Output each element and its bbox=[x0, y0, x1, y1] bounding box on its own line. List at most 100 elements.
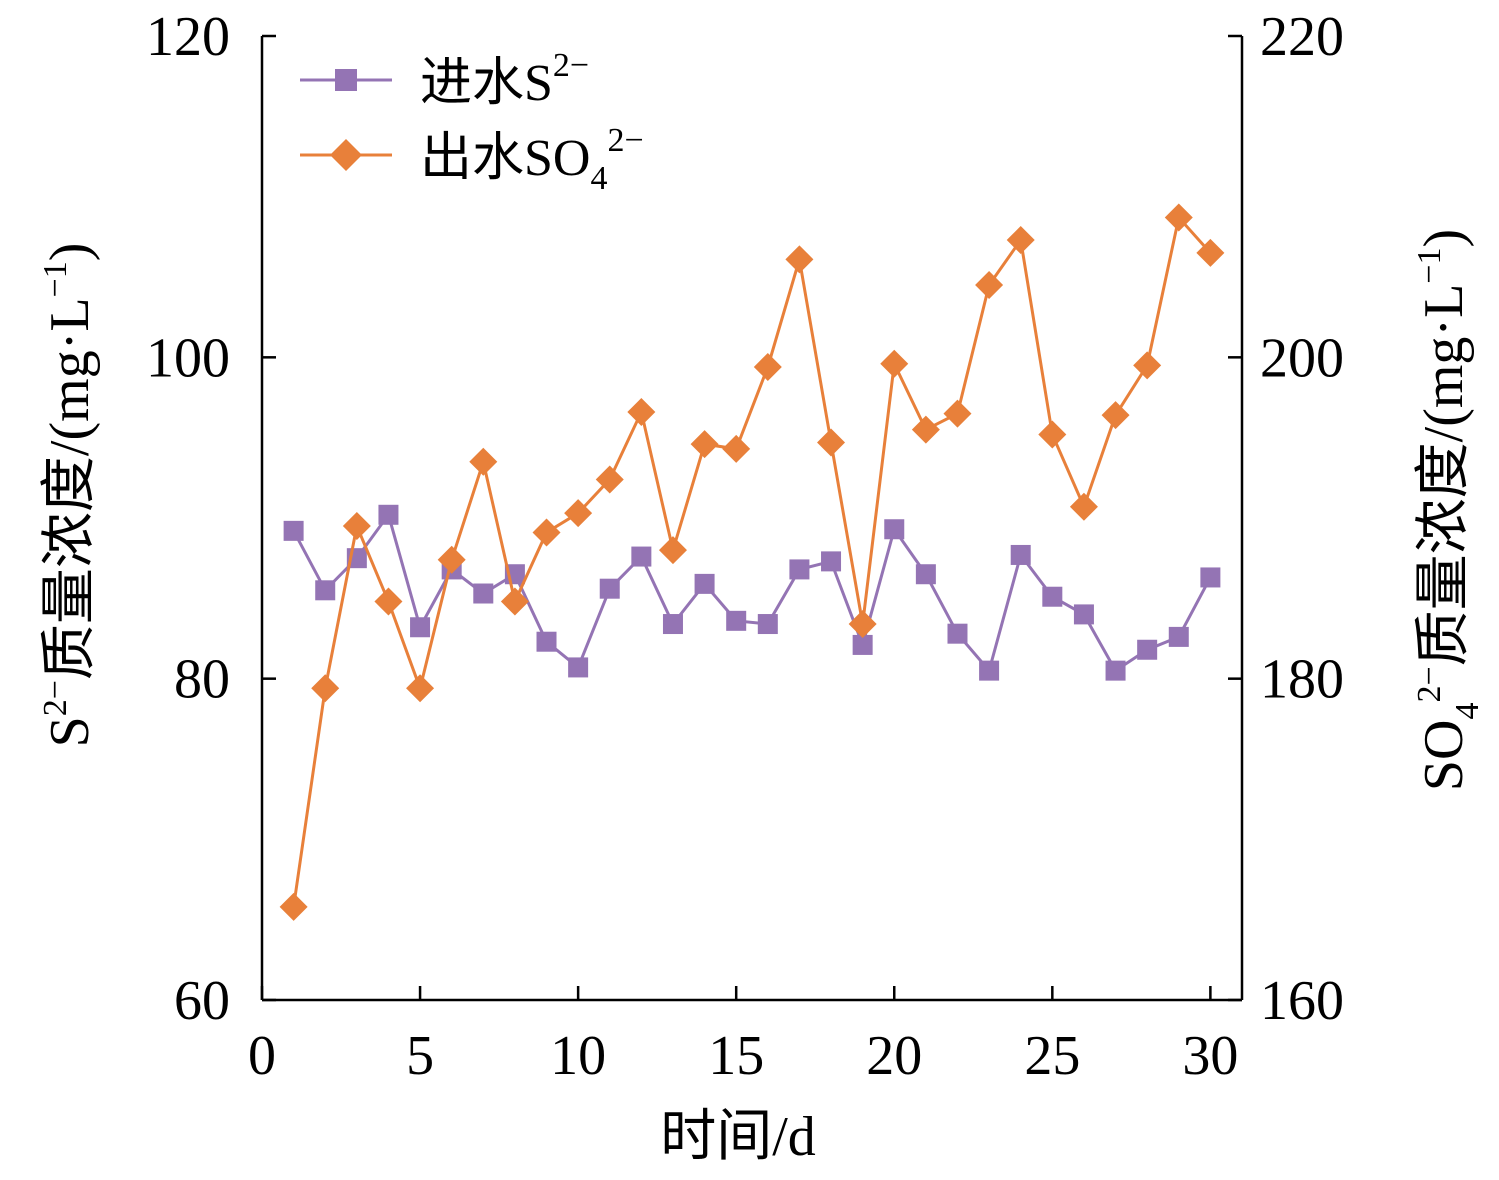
right-y-tick-label: 200 bbox=[1260, 327, 1344, 389]
data-point-diamond bbox=[627, 397, 656, 426]
data-point-square bbox=[979, 660, 1000, 681]
data-point-diamond bbox=[722, 434, 751, 463]
data-point-diamond bbox=[564, 499, 593, 528]
data-point-square bbox=[915, 564, 936, 585]
data-point-square bbox=[1073, 604, 1094, 625]
legend-label-influent-s2-sup: 2− bbox=[553, 47, 589, 84]
data-point-square bbox=[315, 580, 336, 601]
data-point-square bbox=[757, 614, 778, 635]
left-y-axis-title: S2−质量浓度/(mg·L−1) bbox=[37, 243, 101, 748]
x-tick-label: 25 bbox=[1024, 1025, 1080, 1087]
right-y-axis-title: SO42−质量浓度/(mg·L−1) bbox=[1411, 229, 1486, 791]
legend-label-effluent-so4: 出水SO42− bbox=[420, 122, 644, 197]
data-point-diamond bbox=[469, 447, 498, 476]
data-point-diamond bbox=[437, 545, 466, 574]
left-y-tick-label: 60 bbox=[174, 970, 230, 1032]
series-effluent-so4 bbox=[279, 203, 1225, 921]
x-tick-label: 20 bbox=[866, 1025, 922, 1087]
data-point-diamond bbox=[943, 399, 972, 428]
left-y-axis-title-unit-sup: −1 bbox=[37, 261, 74, 297]
legend: 进水S2− 出水SO42− bbox=[300, 47, 644, 197]
series-layer bbox=[279, 203, 1225, 921]
x-tick-label: 0 bbox=[248, 1025, 276, 1087]
right-y-tick-label: 220 bbox=[1260, 6, 1344, 68]
legend-label-effluent-so4-sub: 4 bbox=[590, 160, 607, 197]
data-point-square bbox=[821, 551, 842, 572]
data-point-diamond bbox=[1101, 401, 1130, 430]
data-point-square bbox=[852, 634, 873, 655]
data-point-diamond bbox=[817, 428, 846, 457]
series-line bbox=[292, 214, 1212, 908]
data-point-diamond bbox=[658, 536, 687, 565]
legend-item-influent-s2: 进水S2− bbox=[300, 47, 589, 112]
data-point-square bbox=[378, 504, 399, 525]
data-point-square bbox=[1042, 586, 1063, 607]
ticks: 0 5 10 15 20 25 30 60 80 100 120 160 180 200 220 bbox=[146, 6, 1344, 1087]
data-point-square bbox=[1137, 639, 1158, 660]
legend-label-effluent-so4-main: 出水SO bbox=[420, 130, 590, 187]
legend-item-effluent-so4: 出水SO42− bbox=[300, 122, 644, 197]
left-y-tick-label: 120 bbox=[146, 6, 230, 68]
right-y-axis-title-close: ) bbox=[1413, 229, 1475, 248]
data-point-square bbox=[568, 657, 589, 678]
left-y-tick-label: 80 bbox=[174, 649, 230, 711]
x-axis-title: 时间/d bbox=[660, 1106, 816, 1168]
legend-label-influent-s2-main: 进水S bbox=[420, 55, 553, 112]
data-point-diamond bbox=[975, 271, 1004, 300]
data-point-square bbox=[410, 617, 431, 638]
data-point-square bbox=[1168, 626, 1189, 647]
left-y-tick-label: 100 bbox=[146, 327, 230, 389]
data-point-diamond bbox=[342, 512, 371, 541]
data-point-square bbox=[536, 631, 557, 652]
right-y-axis-title-sup: 2− bbox=[1411, 666, 1448, 702]
data-point-diamond bbox=[1196, 238, 1225, 267]
data-point-diamond bbox=[911, 415, 940, 444]
x-tick-label: 5 bbox=[406, 1025, 434, 1087]
left-y-axis-title-rest: 质量浓度/(mg·L bbox=[39, 297, 101, 680]
data-point-diamond bbox=[1006, 226, 1035, 255]
data-point-diamond bbox=[1069, 492, 1098, 521]
data-point-diamond bbox=[406, 674, 435, 703]
data-point-diamond bbox=[785, 245, 814, 274]
left-y-axis-title-close: ) bbox=[39, 243, 101, 262]
data-point-diamond bbox=[311, 674, 340, 703]
data-point-diamond bbox=[279, 892, 308, 921]
right-y-tick-label: 160 bbox=[1260, 970, 1344, 1032]
left-y-axis-title-main: S bbox=[39, 716, 101, 747]
data-point-square bbox=[599, 578, 620, 599]
data-point-diamond bbox=[690, 430, 719, 459]
data-point-diamond bbox=[880, 349, 909, 378]
data-point-square bbox=[789, 559, 810, 580]
axes bbox=[260, 36, 1244, 1002]
data-point-diamond bbox=[848, 610, 877, 639]
data-point-square bbox=[473, 583, 494, 604]
data-point-square bbox=[726, 610, 747, 631]
data-point-square bbox=[1105, 660, 1126, 681]
data-point-diamond bbox=[1164, 203, 1193, 232]
legend-diamond-marker-icon bbox=[330, 139, 362, 171]
data-point-square bbox=[662, 614, 683, 635]
data-point-diamond bbox=[374, 587, 403, 616]
x-tick-label: 15 bbox=[708, 1025, 764, 1087]
data-point-diamond bbox=[595, 465, 624, 494]
data-point-square bbox=[947, 623, 968, 644]
data-point-diamond bbox=[1133, 351, 1162, 380]
data-point-square bbox=[631, 546, 652, 567]
data-point-diamond bbox=[500, 587, 529, 616]
legend-label-influent-s2: 进水S2− bbox=[420, 47, 589, 112]
data-point-square bbox=[884, 519, 905, 540]
data-point-diamond bbox=[1038, 420, 1067, 449]
data-point-square bbox=[283, 520, 304, 541]
data-point-square bbox=[1010, 544, 1031, 565]
legend-square-marker-icon bbox=[335, 69, 357, 91]
data-point-square bbox=[694, 573, 715, 594]
data-point-square bbox=[1200, 567, 1221, 588]
left-y-axis-title-sup: 2− bbox=[37, 680, 74, 716]
legend-label-effluent-so4-sup: 2− bbox=[607, 122, 643, 159]
right-y-axis-title-unit-sup: −1 bbox=[1411, 248, 1448, 284]
series-influent-s2 bbox=[283, 504, 1221, 681]
right-y-axis-title-sub: 4 bbox=[1449, 703, 1486, 720]
data-point-diamond bbox=[532, 518, 561, 547]
right-y-axis-title-main: SO bbox=[1413, 720, 1475, 792]
